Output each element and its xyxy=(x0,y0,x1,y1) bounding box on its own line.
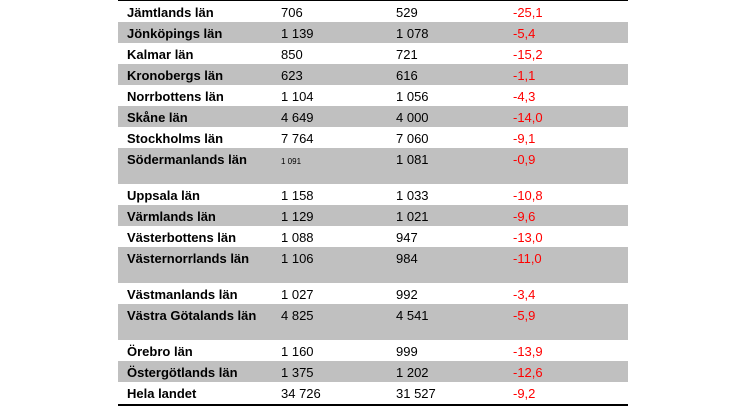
change-percent-cell: -15,2 xyxy=(513,47,543,62)
change-percent-cell: -12,6 xyxy=(513,365,543,380)
value-b-cell: 1 081 xyxy=(396,152,429,167)
table-row: Södermanlands län 1 091 1 081 -0,9 xyxy=(118,148,628,184)
county-name-cell: Norrbottens län xyxy=(127,89,224,104)
change-percent-cell: -13,9 xyxy=(513,344,543,359)
county-name-cell: Stockholms län xyxy=(127,131,224,146)
value-b-cell: 4 000 xyxy=(396,110,429,125)
table-row: Östergötlands län 1 375 1 202 -12,6 xyxy=(118,361,628,382)
table-row: Hela landet 34 726 31 527 -9,2 xyxy=(118,382,628,403)
change-percent-cell: -9,6 xyxy=(513,209,536,224)
table-row: Jönköpings län 1 139 1 078 -5,4 xyxy=(118,22,628,43)
change-percent-cell: -3,4 xyxy=(513,287,536,302)
table-row: Örebro län 1 160 999 -13,9 xyxy=(118,340,628,361)
value-a-cell: 1 129 xyxy=(281,209,314,224)
value-b-cell: 1 021 xyxy=(396,209,429,224)
county-name-cell: Jämtlands län xyxy=(127,5,214,20)
value-b-cell: 984 xyxy=(396,251,418,266)
value-b-cell: 992 xyxy=(396,287,418,302)
value-b-cell: 1 078 xyxy=(396,26,429,41)
value-a-cell: 706 xyxy=(281,5,303,20)
table-row: Skåne län 4 649 4 000 -14,0 xyxy=(118,106,628,127)
county-name-cell: Kalmar län xyxy=(127,47,194,62)
value-a-cell: 1 106 xyxy=(281,251,314,266)
table-row: Jämtlands län 706 529 -25,1 xyxy=(118,1,628,22)
table-row: Uppsala län 1 158 1 033 -10,8 xyxy=(118,184,628,205)
change-percent-cell: -10,8 xyxy=(513,188,543,203)
change-percent-cell: -1,1 xyxy=(513,68,536,83)
county-name-cell: Jönköpings län xyxy=(127,26,223,41)
change-percent-cell: -9,2 xyxy=(513,386,536,401)
county-name-cell: Södermanlands län xyxy=(127,152,247,167)
county-name-cell: Östergötlands län xyxy=(127,365,238,380)
value-b-cell: 4 541 xyxy=(396,308,429,323)
table-row: Västra Götalands län 4 825 4 541 -5,9 xyxy=(118,304,628,340)
value-b-cell: 7 060 xyxy=(396,131,429,146)
change-percent-cell: -5,9 xyxy=(513,308,536,323)
value-a-cell: 1 375 xyxy=(281,365,314,380)
table-top-rule xyxy=(118,0,628,1)
value-b-cell: 616 xyxy=(396,68,418,83)
county-name-cell: Kronobergs län xyxy=(127,68,224,83)
change-percent-cell: -5,4 xyxy=(513,26,536,41)
county-name-cell: Hela landet xyxy=(127,386,197,401)
value-a-cell: 1 139 xyxy=(281,26,314,41)
county-name-cell: Värmlands län xyxy=(127,209,216,224)
change-percent-cell: -11,0 xyxy=(513,251,542,266)
table-row: Västerbottens län 1 088 947 -13,0 xyxy=(118,226,628,247)
change-percent-cell: -14,0 xyxy=(513,110,543,125)
table-row: Norrbottens län 1 104 1 056 -4,3 xyxy=(118,85,628,106)
county-table: Jämtlands län 706 529 -25,1 Jönköpings län 1 … xyxy=(118,1,628,403)
value-b-cell: 999 xyxy=(396,344,418,359)
county-name-cell: Skåne län xyxy=(127,110,188,125)
value-b-cell: 1 056 xyxy=(396,89,429,104)
value-b-cell: 529 xyxy=(396,5,418,20)
county-name-cell: Västmanlands län xyxy=(127,287,238,302)
value-a-cell: 1 160 xyxy=(281,344,314,359)
value-a-cell: 34 726 xyxy=(281,386,321,401)
table-row: Västernorrlands län 1 106 984 -11,0 xyxy=(118,247,628,283)
value-a-cell: 1 088 xyxy=(281,230,314,245)
county-name-cell: Västernorrlands län xyxy=(127,251,250,266)
value-a-cell: 1 104 xyxy=(281,89,314,104)
county-name-cell: Västra Götalands län xyxy=(127,308,257,323)
county-name-cell: Örebro län xyxy=(127,344,193,359)
value-a-cell: 623 xyxy=(281,68,303,83)
change-percent-cell: -4,3 xyxy=(513,89,536,104)
change-percent-cell: -13,0 xyxy=(513,230,543,245)
value-a-cell: 4 649 xyxy=(281,110,314,125)
table-row: Kalmar län 850 721 -15,2 xyxy=(118,43,628,64)
value-b-cell: 1 202 xyxy=(396,365,429,380)
value-a-cell: 4 825 xyxy=(281,308,314,323)
change-percent-cell: -0,9 xyxy=(513,152,536,167)
table-row: Värmlands län 1 129 1 021 -9,6 xyxy=(118,205,628,226)
table-bottom-rule xyxy=(118,404,628,406)
change-percent-cell: -25,1 xyxy=(513,5,543,20)
value-a-cell: 7 764 xyxy=(281,131,314,146)
table-row: Stockholms län 7 764 7 060 -9,1 xyxy=(118,127,628,148)
county-name-cell: Uppsala län xyxy=(127,188,200,203)
table-row: Västmanlands län 1 027 992 -3,4 xyxy=(118,283,628,304)
value-a-cell: 850 xyxy=(281,47,303,62)
table-row: Kronobergs län 623 616 -1,1 xyxy=(118,64,628,85)
value-b-cell: 947 xyxy=(396,230,418,245)
value-a-cell: 1 158 xyxy=(281,188,314,203)
county-name-cell: Västerbottens län xyxy=(127,230,237,245)
value-a-cell: 1 091 xyxy=(281,157,302,166)
value-b-cell: 1 033 xyxy=(396,188,429,203)
change-percent-cell: -9,1 xyxy=(513,131,536,146)
value-a-cell: 1 027 xyxy=(281,287,314,302)
value-b-cell: 31 527 xyxy=(396,386,436,401)
value-b-cell: 721 xyxy=(396,47,418,62)
